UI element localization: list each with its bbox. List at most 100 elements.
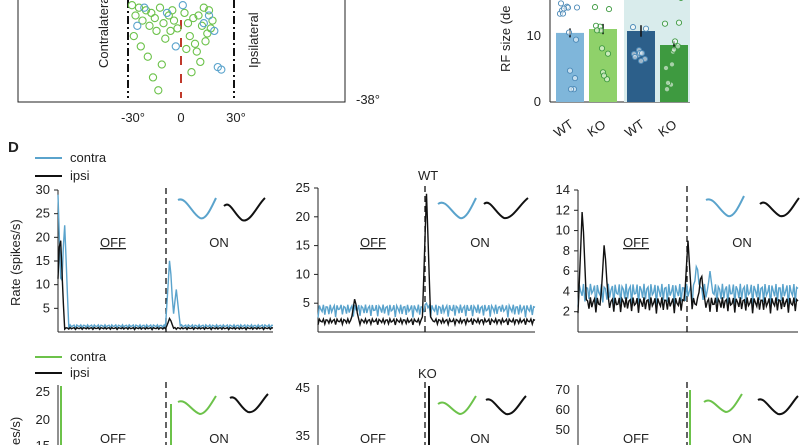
rf-scatter-panel: Contralateral Ipsilateral -30° 0 30° -38…: [17, 0, 380, 125]
y-tick-label: 12: [556, 202, 570, 217]
legend-wt-ipsi: ipsi: [70, 168, 90, 183]
bar-dot: [591, 4, 599, 11]
wt3-contra-waveform: [705, 195, 745, 218]
y-tick-label: 10: [296, 266, 310, 281]
bar-dot: [668, 61, 676, 68]
ko3-y-tick-60: 60: [556, 402, 570, 417]
scatter-point: [196, 57, 205, 67]
wt3-ipsi-waveform: [759, 197, 800, 218]
bar-dot: [559, 10, 567, 17]
wt2-y-ticks: 5 10 15 20 25: [296, 180, 318, 310]
bar-dot: [662, 64, 670, 72]
wt2-ipsi-waveform: [483, 197, 529, 220]
wt-trace-panel-1: OFF ON 5 10 15 20 25 30: [36, 182, 274, 333]
scatter-point: [145, 21, 154, 30]
ko1-y-tick-20: 20: [36, 412, 50, 427]
bar-dot: [661, 20, 669, 27]
bar-label-wt-2: WT: [622, 116, 647, 140]
scatter-point: [199, 19, 208, 28]
wt2-traces: [317, 193, 536, 328]
y-tick-label: 6: [563, 263, 570, 278]
scatter-point: [169, 16, 179, 25]
scatter-point: [201, 37, 210, 46]
scatter-point: [140, 3, 149, 12]
scatter-point: [166, 26, 175, 36]
bar-dot: [566, 67, 574, 74]
y-tick-label: 4: [563, 283, 570, 298]
wt3-on-label: ON: [732, 235, 752, 250]
ko2-off-label: OFF: [360, 431, 386, 445]
scatter-point: [203, 29, 212, 38]
bar-dot: [671, 38, 679, 45]
wt2-on-label: ON: [470, 235, 490, 250]
ko2-y-tick-35: 35: [296, 428, 310, 443]
scatter-point: [210, 26, 219, 36]
scatter-frame: [17, 0, 346, 103]
bar-dot: [638, 50, 646, 57]
scatter-point: [161, 34, 170, 43]
y-tick-label: 25: [36, 206, 50, 221]
y-tick-neg38: -38°: [356, 92, 380, 107]
scatter-point: [134, 3, 144, 12]
bar-dot: [571, 75, 579, 82]
scatter-point: [133, 21, 142, 30]
bar-dot: [593, 27, 601, 34]
scatter-point: [159, 19, 168, 28]
bar-dot: [565, 29, 573, 36]
ipsi-trace: [57, 240, 274, 331]
scatter-point: [157, 60, 166, 69]
rf-size-bar-panel: RF size (de 0 10 WT KO WT KO: [498, 0, 690, 140]
scatter-point: [192, 47, 201, 56]
scatter-point: [180, 8, 189, 18]
contra-trace: [317, 301, 536, 318]
bar-dot: [675, 19, 683, 26]
ko1-contra-waveform: [177, 395, 217, 416]
bar-dot: [629, 24, 637, 31]
ko1-off-label: OFF: [100, 431, 126, 445]
x-tick-30: 30°: [226, 110, 246, 125]
wt1-traces: [57, 194, 274, 331]
y-tick-label: 20: [36, 229, 50, 244]
scatter-point: [194, 11, 203, 20]
bar-dot: [560, 5, 568, 12]
scatter-point: [190, 39, 200, 48]
legend-wt: contra ipsi: [35, 150, 107, 183]
scatter-point: [189, 13, 198, 23]
scatter-points: [127, 1, 226, 95]
legend-ko-contra: contra: [70, 349, 107, 364]
ipsi-trace: [317, 193, 536, 328]
bar-y-label: RF size (de: [498, 6, 513, 72]
scatter-point: [127, 1, 137, 10]
legend-wt-contra: contra: [70, 150, 107, 165]
y-tick-label: 5: [303, 295, 310, 310]
bar: [660, 45, 688, 102]
ko1-on-label: ON: [209, 431, 229, 445]
wt-trace-panel-3: OFF ON 2 4 6 8 10 12 14: [556, 182, 799, 333]
scatter-point: [138, 16, 147, 25]
scatter-point: [162, 8, 172, 18]
ko1-y-tick-15: 15: [36, 438, 50, 445]
scatter-point: [150, 13, 159, 23]
scatter-point: [204, 11, 214, 20]
scatter-point: [173, 24, 182, 33]
ko-rate-y-label: es/s): [8, 417, 23, 445]
scatter-point: [152, 26, 161, 36]
wt1-on-label: ON: [209, 235, 229, 250]
ko2-on-label: ON: [470, 431, 490, 445]
scatter-point: [185, 31, 194, 41]
bar: [627, 31, 655, 102]
ko-title: KO: [418, 366, 437, 381]
wt3-traces: [577, 211, 799, 314]
y-tick-label: 25: [296, 180, 310, 195]
y-tick-label: 15: [36, 253, 50, 268]
scatter-point: [182, 44, 191, 54]
bar-dot: [631, 53, 639, 61]
wt1-ipsi-waveform: [223, 197, 266, 222]
y-tick-label: 10: [36, 277, 50, 292]
ko3-contra-waveform: [703, 393, 743, 414]
bar-dot: [663, 86, 671, 93]
ko3-y-tick-50: 50: [556, 422, 570, 437]
y-tick-label: 2: [563, 304, 570, 319]
scatter-point: [168, 6, 177, 15]
